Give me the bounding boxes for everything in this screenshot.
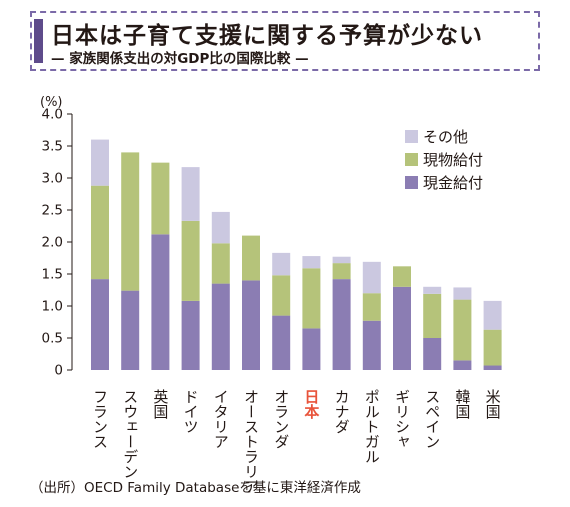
- bar-segment: [393, 286, 411, 370]
- y-axis-unit: (%): [40, 95, 63, 110]
- x-tick-label: オーストラリア: [242, 389, 260, 494]
- bar-segment: [362, 320, 381, 370]
- bar-segment: [332, 256, 351, 264]
- bar-segment: [181, 300, 200, 370]
- bar-segment: [423, 338, 442, 370]
- title-frame: [30, 11, 540, 71]
- bar-segment: [211, 243, 230, 284]
- bar-segment: [181, 220, 200, 301]
- bar-segment: [242, 235, 260, 281]
- bar-segment: [242, 280, 260, 370]
- x-tick-label: ギリシャ: [393, 389, 411, 449]
- bar-segment: [483, 300, 502, 330]
- x-tick-label: 韓国: [453, 389, 471, 419]
- y-tick-label: 0: [54, 363, 63, 379]
- bar-segment: [332, 263, 351, 280]
- y-tick-label: 4.0: [42, 107, 63, 123]
- bar-segment: [362, 261, 381, 294]
- title-accent-bar: [34, 19, 43, 63]
- y-tick-label: 0.5: [42, 331, 63, 347]
- x-tick-label: 米国: [484, 389, 502, 419]
- bar-segment: [423, 286, 442, 294]
- bar-segment: [423, 293, 442, 338]
- bar-segment: [302, 328, 321, 370]
- y-tick-label: 2.0: [42, 235, 63, 251]
- y-axis: 0 0.5 1.0 1.5 2.0 2.5 3.0 3.5 4.0: [42, 107, 73, 379]
- bar-segment: [121, 152, 140, 291]
- y-tick-label: 3.5: [42, 139, 63, 155]
- y-tick-label: 3.0: [42, 171, 63, 187]
- bar-segment: [211, 211, 230, 244]
- legend-label: 現物給付: [423, 151, 483, 169]
- bar-segment: [483, 365, 502, 370]
- bar-segment: [272, 252, 291, 276]
- bar-segment: [272, 275, 291, 316]
- x-tick-label: フランス: [91, 389, 109, 449]
- bar-segment: [181, 167, 200, 221]
- bar-segment: [332, 279, 351, 370]
- chart-title: 日本は子育て支援に関する予算が少ない: [51, 23, 483, 49]
- x-axis-labels: フランス スウェーデン 英国 ドイツ イタリア オーストラリア オランダ 日本 カナダ ポルトガル…: [91, 388, 502, 494]
- bar-segment: [91, 185, 109, 280]
- legend-swatch: [405, 130, 418, 143]
- bar-segment: [362, 293, 381, 321]
- bar-segment: [453, 360, 472, 370]
- x-tick-label: ドイツ: [182, 389, 200, 434]
- bar-segment: [151, 234, 170, 370]
- source-note: （出所）OECD Family Databaseを基に東洋経済作成: [30, 480, 361, 496]
- y-tick-label: 1.5: [42, 267, 63, 283]
- bar-segment: [272, 315, 291, 370]
- x-tick-label: 英国: [151, 388, 169, 419]
- bar-segment: [121, 290, 140, 370]
- bars: [91, 139, 502, 370]
- bar-segment: [393, 266, 411, 287]
- x-tick-label: イタリア: [212, 389, 230, 449]
- chart-subtitle: — 家族関係支出の対GDP比の国際比較 —: [51, 51, 309, 67]
- bar-segment: [151, 162, 170, 235]
- bar-segment: [91, 139, 109, 186]
- bar-segment: [483, 329, 502, 366]
- bar-segment: [302, 256, 321, 269]
- x-tick-label: カナダ: [333, 389, 351, 434]
- y-tick-label: 2.5: [42, 203, 63, 219]
- legend-label: 現金給付: [423, 174, 483, 192]
- x-tick-label: オランダ: [272, 389, 290, 449]
- x-tick-label: 日本: [302, 389, 320, 420]
- bar-segment: [302, 268, 321, 329]
- legend-swatch: [405, 153, 418, 166]
- x-tick-label: スペイン: [423, 389, 441, 449]
- x-tick-label: スウェーデン: [121, 389, 139, 479]
- legend-swatch: [405, 176, 418, 189]
- bar-segment: [91, 279, 109, 370]
- x-tick-label: ポルトガル: [363, 389, 381, 464]
- bar-segment: [211, 283, 230, 370]
- bar-segment: [453, 287, 472, 300]
- bar-segment: [453, 299, 472, 361]
- legend-label: その他: [423, 128, 468, 146]
- y-tick-label: 1.0: [42, 299, 63, 315]
